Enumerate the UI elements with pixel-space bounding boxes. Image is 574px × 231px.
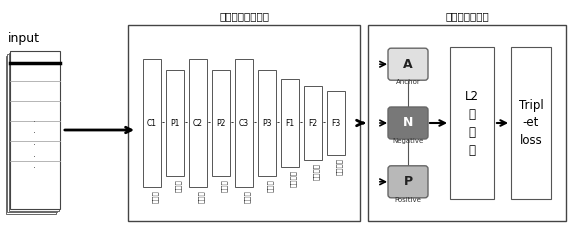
- Text: -: -: [323, 119, 326, 128]
- Text: C2: C2: [193, 119, 203, 128]
- Text: P2: P2: [216, 119, 226, 128]
- Text: Positive: Positive: [394, 197, 421, 203]
- Text: 卷积层: 卷积层: [244, 190, 251, 203]
- Bar: [327, 91, 345, 155]
- Text: F1: F1: [285, 119, 294, 128]
- Text: input: input: [8, 32, 40, 45]
- Text: 损失函数计算层: 损失函数计算层: [445, 11, 489, 21]
- Text: -: -: [254, 119, 257, 128]
- Bar: [7, 54, 57, 212]
- Text: -: -: [231, 119, 234, 128]
- Text: -: -: [277, 119, 280, 128]
- Bar: [143, 59, 161, 187]
- Text: A: A: [403, 58, 413, 71]
- Text: L2
正
则
化: L2 正 则 化: [465, 89, 479, 156]
- Text: F2: F2: [308, 119, 317, 128]
- Text: C1: C1: [147, 119, 157, 128]
- Text: -: -: [162, 119, 165, 128]
- Text: 池化层: 池化层: [175, 179, 181, 192]
- Bar: [235, 59, 253, 187]
- Text: P3: P3: [262, 119, 272, 128]
- Text: Tripl
-et
loss: Tripl -et loss: [519, 98, 544, 148]
- Bar: [368, 25, 566, 221]
- Text: -: -: [208, 119, 211, 128]
- Text: -: -: [300, 119, 303, 128]
- Text: 全连接层: 全连接层: [336, 158, 343, 175]
- Text: Anchor: Anchor: [395, 79, 420, 85]
- Bar: [9, 52, 59, 210]
- Text: C3: C3: [239, 119, 249, 128]
- Bar: [450, 47, 494, 199]
- FancyBboxPatch shape: [388, 48, 428, 80]
- Text: 全连接层: 全连接层: [290, 170, 297, 188]
- Bar: [304, 86, 322, 160]
- Bar: [10, 51, 60, 209]
- Text: 全连接层: 全连接层: [313, 163, 320, 180]
- Bar: [281, 79, 299, 167]
- FancyBboxPatch shape: [388, 107, 428, 139]
- Text: P: P: [404, 175, 413, 188]
- Bar: [511, 47, 551, 199]
- Text: Negative: Negative: [393, 138, 424, 144]
- Text: 卷积层: 卷积层: [152, 190, 158, 203]
- Bar: [258, 70, 276, 176]
- Text: -: -: [185, 119, 188, 128]
- Text: 二维卷积神经网络: 二维卷积神经网络: [219, 11, 269, 21]
- Bar: [128, 25, 360, 221]
- Bar: [212, 70, 230, 176]
- Text: 卷积层: 卷积层: [198, 190, 204, 203]
- Text: F3: F3: [331, 119, 340, 128]
- Bar: [189, 59, 207, 187]
- Text: 池化层: 池化层: [221, 179, 228, 192]
- Text: ·
·
·
·
·: · · · · ·: [33, 117, 37, 173]
- Text: P1: P1: [170, 119, 180, 128]
- Bar: [6, 55, 56, 213]
- Bar: [166, 70, 184, 176]
- Text: 池化层: 池化层: [267, 179, 274, 192]
- Text: N: N: [403, 116, 413, 130]
- FancyBboxPatch shape: [388, 166, 428, 198]
